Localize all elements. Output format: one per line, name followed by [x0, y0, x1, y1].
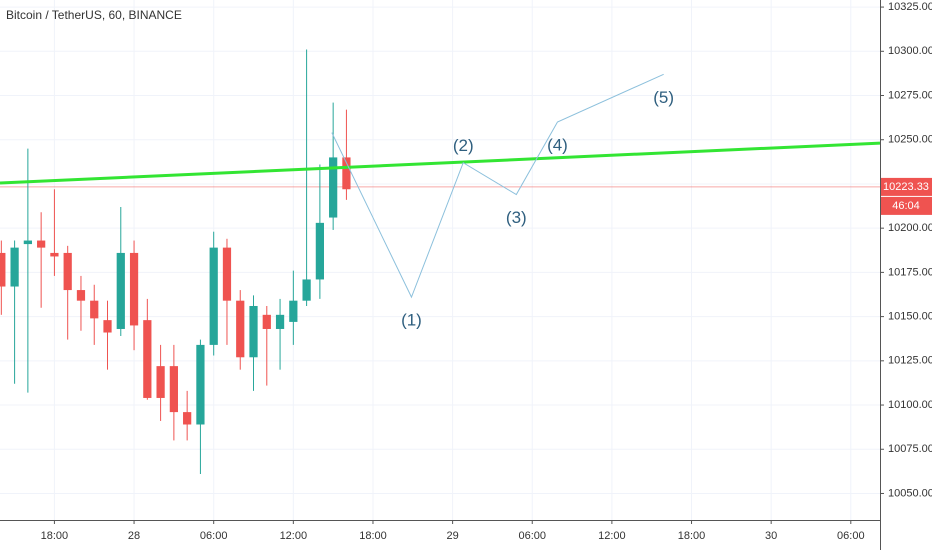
candle-body	[222, 247, 232, 301]
chart-title: Bitcoin / TetherUS, 60, BINANCE	[6, 8, 182, 22]
x-tick-label: 30	[765, 530, 777, 542]
y-tick-label: 10175.00	[888, 266, 932, 278]
candle-body	[37, 240, 46, 248]
trend-line	[0, 141, 881, 185]
y-tick-label: 10150.00	[888, 311, 932, 323]
y-tick-label: 10125.00	[888, 355, 932, 367]
candle-body	[129, 252, 139, 326]
candle-body	[50, 252, 59, 257]
candle-body	[249, 305, 258, 358]
wave-label: (4)	[547, 136, 568, 155]
y-tick-label: 10250.00	[888, 134, 932, 146]
y-tick-label: 10325.00	[888, 1, 932, 13]
candle-body	[143, 320, 152, 398]
x-tick-label: 12:00	[598, 530, 626, 542]
wave-label: (1)	[401, 311, 422, 330]
candle-body	[236, 300, 245, 358]
plot: (1) (2) (3) (4) (5)	[0, 49, 881, 475]
x-tick-label: 28	[128, 530, 140, 542]
y-tick-label: 10275.00	[888, 89, 932, 101]
countdown-label: 46:04	[892, 200, 920, 212]
x-tick-label: 06:00	[518, 530, 546, 542]
x-tick-label: 18:00	[41, 530, 69, 542]
x-tick-label: 18:00	[359, 530, 387, 542]
candle-body	[275, 314, 285, 329]
candle-body	[116, 252, 125, 329]
candle-body	[0, 252, 6, 287]
last-price-label: 10223.33	[883, 181, 929, 193]
candle-body	[63, 252, 72, 291]
candle-body	[342, 157, 351, 190]
candle-body	[10, 247, 19, 287]
x-tick-label: 18:00	[678, 530, 706, 542]
wave-label: (2)	[453, 136, 474, 155]
candle-body	[289, 300, 298, 322]
y-tick-label: 10200.00	[888, 222, 932, 234]
candle-body	[262, 314, 271, 329]
candle-body	[103, 320, 112, 333]
candle-body	[90, 300, 99, 319]
x-tick-label: 29	[446, 530, 458, 542]
x-tick-label: 06:00	[200, 530, 228, 542]
candle-body	[315, 222, 324, 280]
candle-body	[329, 157, 338, 218]
countdown-badge	[881, 196, 932, 215]
candle-body	[156, 366, 165, 398]
x-tick-label: 06:00	[837, 530, 865, 542]
candle-body	[302, 279, 311, 301]
axes: 10050.00 10075.00 10100.00 10125.00 10150.00…	[41, 1, 932, 542]
last-price-badge	[881, 177, 932, 196]
candle-body	[76, 290, 86, 301]
wave-label: (3)	[506, 208, 527, 227]
y-tick-label: 10050.00	[888, 487, 932, 499]
y-tick-label: 10075.00	[888, 443, 932, 455]
candle-body	[169, 366, 178, 413]
y-tick-label: 10300.00	[888, 45, 932, 57]
candle-body	[23, 240, 32, 245]
candle-body	[183, 412, 192, 425]
x-tick-label: 12:00	[280, 530, 308, 542]
wave-line	[331, 73, 664, 299]
y-tick-label: 10100.00	[888, 399, 932, 411]
candle-body	[196, 344, 205, 425]
candle-body	[209, 247, 218, 345]
wave-label: (5)	[653, 88, 674, 107]
